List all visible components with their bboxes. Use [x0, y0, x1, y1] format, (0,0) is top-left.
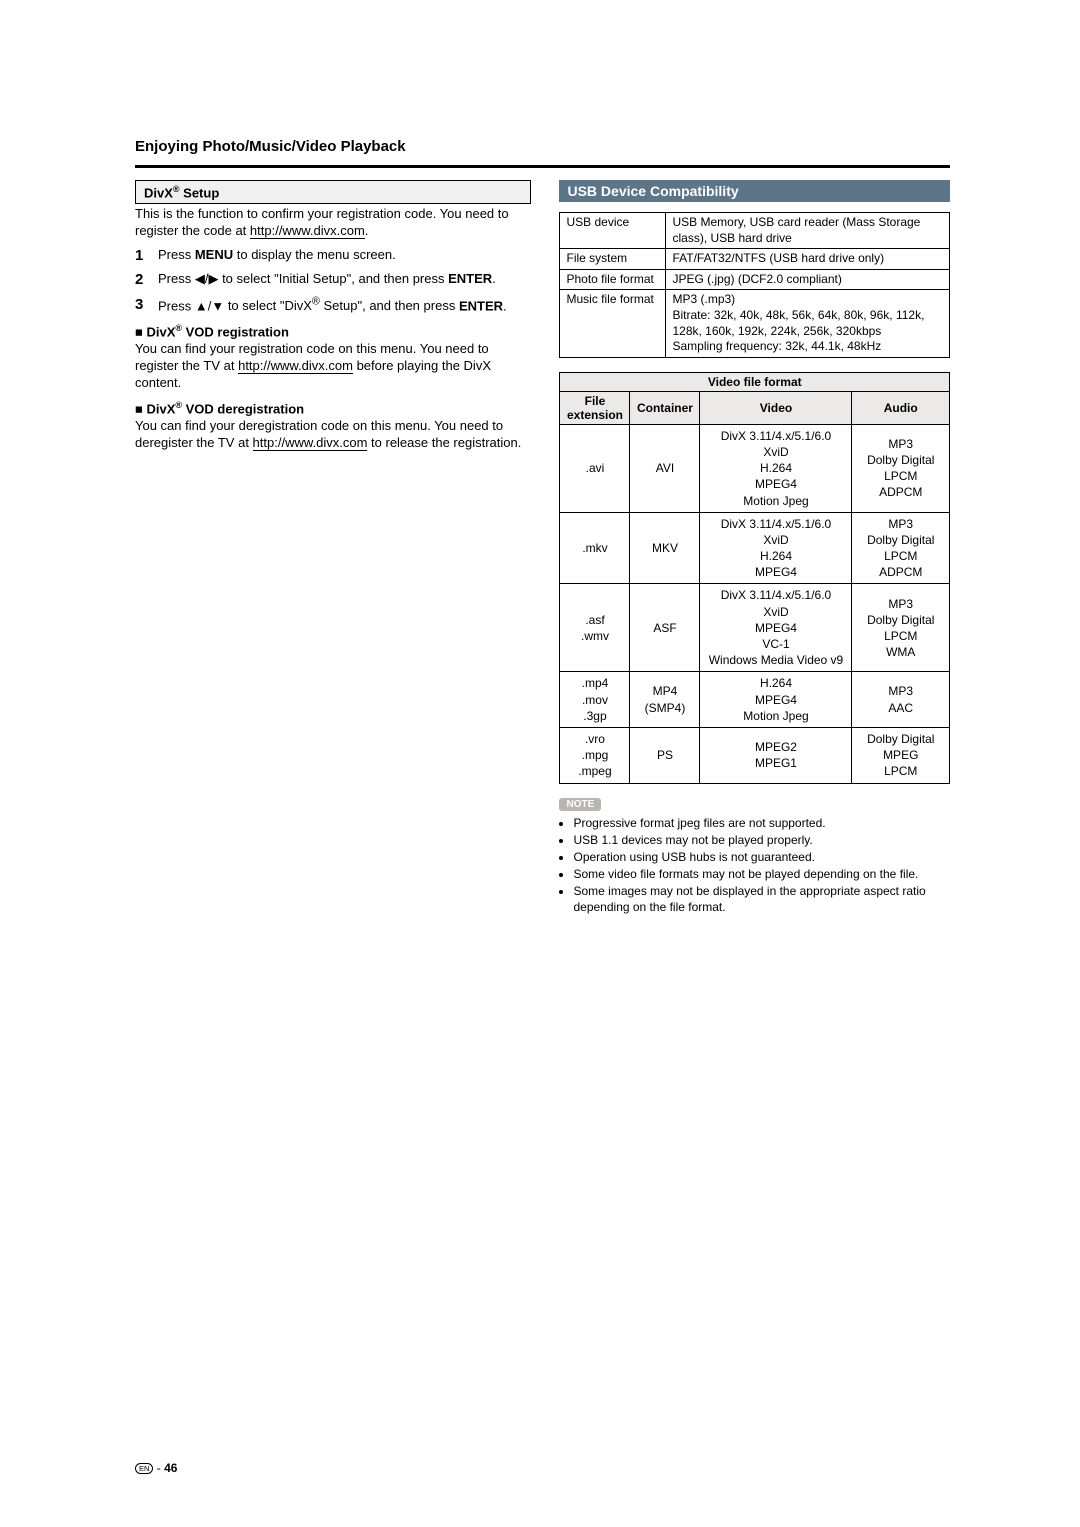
left-column: DivX® Setup This is the function to conf… [135, 180, 531, 917]
lang-badge: EN [135, 1463, 153, 1474]
video-format-table: Video file format File extension Contain… [559, 372, 950, 784]
cell-val: FAT/FAT32/NTFS (USB hard drive only) [666, 249, 950, 270]
step-text: Press MENU to display the menu screen. [158, 246, 396, 266]
note-item: Operation using USB hubs is not guarante… [573, 849, 950, 865]
cell: .vro.mpg.mpeg [560, 727, 630, 783]
cell: PS [630, 727, 700, 783]
page-number: 46 [164, 1461, 177, 1475]
vod-dereg-text: You can find your deregistration code on… [135, 418, 531, 452]
cell: Dolby DigitalMPEGLPCM [852, 727, 950, 783]
usb-compat-heading: USB Device Compatibility [559, 180, 950, 202]
right-column: USB Device Compatibility USB deviceUSB M… [559, 180, 950, 917]
table-row: .vro.mpg.mpegPSMPEG2MPEG1Dolby DigitalMP… [560, 727, 950, 783]
col-head: Audio [852, 391, 950, 424]
table-row: .aviAVIDivX 3.11/4.x/5.1/6.0XviDH.264MPE… [560, 424, 950, 512]
cell-val: MP3 (.mp3)Bitrate: 32k, 40k, 48k, 56k, 6… [666, 290, 950, 357]
step-text: Press ▲/▼ to select "DivX® Setup", and t… [158, 295, 507, 315]
left-right-icon: ◀/▶ [195, 271, 219, 286]
cell: H.264MPEG4Motion Jpeg [700, 672, 852, 728]
up-down-icon: ▲/▼ [195, 298, 224, 313]
note-item: USB 1.1 devices may not be played proper… [573, 832, 950, 848]
notes-list: Progressive format jpeg files are not su… [559, 815, 950, 916]
cell: DivX 3.11/4.x/5.1/6.0XviDH.264MPEG4Motio… [700, 424, 852, 512]
vod-reg-text: You can find your registration code on t… [135, 341, 531, 392]
cell-key: USB device [560, 213, 666, 249]
table-row: Music file formatMP3 (.mp3)Bitrate: 32k,… [560, 290, 950, 357]
divx-setup-intro: This is the function to confirm your reg… [135, 206, 531, 240]
table-row: USB deviceUSB Memory, USB card reader (M… [560, 213, 950, 249]
step-num: 3 [135, 295, 150, 315]
divider [135, 165, 950, 168]
cell: .mkv [560, 512, 630, 584]
cell: .asf.wmv [560, 584, 630, 672]
table-head-row: Video file format [560, 372, 950, 391]
page-title: Enjoying Photo/Music/Video Playback [135, 138, 950, 155]
usb-compat-table: USB deviceUSB Memory, USB card reader (M… [559, 212, 950, 358]
cell-val: USB Memory, USB card reader (Mass Storag… [666, 213, 950, 249]
table-row: .mp4.mov.3gpMP4(SMP4)H.264MPEG4Motion Jp… [560, 672, 950, 728]
cell: AVI [630, 424, 700, 512]
vod-reg-heading: ■ DivX® VOD registration [135, 323, 531, 339]
cell: DivX 3.11/4.x/5.1/6.0XviDMPEG4VC-1Window… [700, 584, 852, 672]
cell: MP4(SMP4) [630, 672, 700, 728]
note-item: Some video file formats may not be playe… [573, 866, 950, 882]
step-num: 2 [135, 270, 150, 290]
steps: 1 Press MENU to display the menu screen.… [135, 246, 531, 315]
note-item: Progressive format jpeg files are not su… [573, 815, 950, 831]
cell: DivX 3.11/4.x/5.1/6.0XviDH.264MPEG4 [700, 512, 852, 584]
step-num: 1 [135, 246, 150, 266]
cell: MP3Dolby DigitalLPCMADPCM [852, 424, 950, 512]
cell: MP3AAC [852, 672, 950, 728]
divx-url: http://www.divx.com [253, 435, 368, 451]
table-row: Photo file formatJPEG (.jpg) (DCF2.0 com… [560, 269, 950, 290]
step-1: 1 Press MENU to display the menu screen. [135, 246, 531, 266]
cell-key: Photo file format [560, 269, 666, 290]
note-badge: NOTE [559, 798, 601, 811]
table-title: Video file format [560, 372, 950, 391]
columns: DivX® Setup This is the function to conf… [135, 180, 950, 917]
col-head: Video [700, 391, 852, 424]
cell: MP3Dolby DigitalLPCMADPCM [852, 512, 950, 584]
table-row: File systemFAT/FAT32/NTFS (USB hard driv… [560, 249, 950, 270]
cell-key: File system [560, 249, 666, 270]
divx-url: http://www.divx.com [238, 358, 353, 374]
table-row: .asf.wmvASFDivX 3.11/4.x/5.1/6.0XviDMPEG… [560, 584, 950, 672]
note-item: Some images may not be displayed in the … [573, 883, 950, 915]
divx-url: http://www.divx.com [250, 223, 365, 239]
cell: ASF [630, 584, 700, 672]
col-head: File extension [560, 391, 630, 424]
cell-key: Music file format [560, 290, 666, 357]
cell: MP3Dolby DigitalLPCMWMA [852, 584, 950, 672]
page-footer: EN - 46 [135, 1461, 177, 1475]
step-2: 2 Press ◀/▶ to select "Initial Setup", a… [135, 270, 531, 290]
cell: MPEG2MPEG1 [700, 727, 852, 783]
cell: MKV [630, 512, 700, 584]
vod-dereg-heading: ■ DivX® VOD deregistration [135, 400, 531, 416]
col-head: Container [630, 391, 700, 424]
cell-val: JPEG (.jpg) (DCF2.0 compliant) [666, 269, 950, 290]
divx-setup-heading: DivX® Setup [135, 180, 531, 204]
step-3: 3 Press ▲/▼ to select "DivX® Setup", and… [135, 295, 531, 315]
cell: .mp4.mov.3gp [560, 672, 630, 728]
cell: .avi [560, 424, 630, 512]
step-text: Press ◀/▶ to select "Initial Setup", and… [158, 270, 496, 290]
table-head-row: File extension Container Video Audio [560, 391, 950, 424]
table-row: .mkvMKVDivX 3.11/4.x/5.1/6.0XviDH.264MPE… [560, 512, 950, 584]
